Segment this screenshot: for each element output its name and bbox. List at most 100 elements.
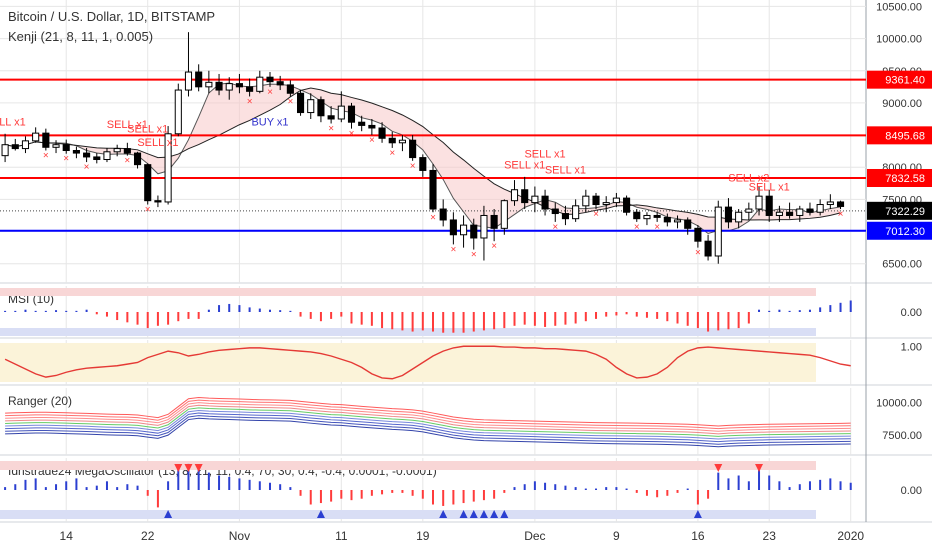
candle-body [52,144,60,148]
y-tick-label: 0.00 [901,307,922,319]
mega-bar [105,481,108,490]
tdi-panel[interactable]: TDI (13, 21)1.00 [0,341,922,382]
msi-bar [340,312,343,317]
candle-body [612,197,620,204]
msi-bar [299,312,302,317]
msi-bar [146,312,149,329]
sell-marker [755,464,764,472]
mega-bar [584,488,587,490]
msi-bar [717,312,720,331]
mega-bar [136,485,139,490]
msi-bar [228,303,231,312]
x-tick-label: 19 [416,529,430,543]
signal-cross: × [471,250,477,261]
y-tick-label: 10500.00 [876,1,922,13]
y-tick-label: 7500.00 [882,430,922,442]
sell-marker [194,464,203,472]
msi-bar [564,312,567,325]
msi-bar [360,312,363,325]
signal-label: SELL x1 [127,123,168,135]
candle-body [582,195,590,207]
mega-bar [635,490,638,493]
signal-cross: × [247,96,253,107]
candle-body [93,156,101,161]
msi-bar [554,312,557,326]
msi-bar [442,312,445,333]
ranger-line [5,396,851,427]
candle-body [643,214,651,220]
candle-body [592,195,600,206]
ranger-panel[interactable]: Ranger (20) 10000.00 7500.00 [5,394,922,448]
candle-body [551,208,559,215]
candle-body [460,224,468,236]
signal-label: SELL x1 [524,149,565,161]
msi-bar [95,312,98,315]
msi-bar [615,312,618,316]
msi-bar [391,312,394,330]
buy-marker [164,510,173,518]
mega-bar [299,490,302,496]
mega-bar [44,487,47,490]
candle-body [673,219,682,223]
mega-bar [218,475,221,490]
candle-body [724,206,733,223]
signal-cross: × [145,205,151,216]
msi-bar [707,312,710,332]
msi-bar [432,312,434,332]
candle-body [541,195,549,210]
mega-bar [350,490,353,501]
msi-panel[interactable]: MSI (10)0.00 [0,288,922,336]
mega-bar [819,479,822,490]
candle-body [836,201,845,207]
msi-bar [105,312,108,317]
level-price-tag [867,221,932,240]
candle-body [32,132,40,142]
msi-bar [768,310,771,312]
mega-bar [472,490,475,502]
mega-bar [14,484,17,490]
mega-bar [452,490,455,505]
kenji-slow-line [5,87,841,221]
mega-bar [95,485,98,490]
mega-bar [564,485,567,490]
msi-bar [625,312,628,315]
candle-body [521,189,529,204]
msi-bar [177,312,180,322]
msi-bar [727,312,730,330]
megaoscillator-panel[interactable]: Idnstrade24 MegaOscillator (13, 8, 21, 1… [0,461,922,519]
candle-body [490,214,498,229]
x-tick-label: 2020 [837,529,864,543]
msi-bar [156,312,159,326]
candle-body [602,202,610,206]
msi-bar [605,312,608,317]
signal-label: SELL x1 [137,137,178,149]
candle-body [327,115,335,120]
signal-label: SELL x1 [0,116,26,128]
mega-bar [686,488,689,490]
msi-bar [116,312,119,321]
signal-cross: × [267,87,273,98]
candle-body [246,86,254,92]
y-tick-label: 0.00 [901,485,922,497]
level-price-label: 7832.58 [885,173,925,185]
candle-body [144,164,152,202]
candle-body [704,240,712,257]
kenji-cloud [5,82,841,234]
mega-bar [187,463,190,490]
msi-bar [758,309,761,312]
candle-body [378,127,386,139]
price-panel[interactable]: 10500.0010000.009500.009000.008500.00800… [0,1,932,271]
signal-cross: × [654,222,660,233]
candle-body [623,197,631,213]
candle-body [663,216,671,223]
signal-cross: × [430,212,436,223]
signal-cross: × [552,222,558,233]
last-price-label: 7322.29 [885,206,925,218]
msi-bar [819,307,822,312]
mega-bar [707,490,710,499]
candle-body [765,195,773,216]
candle-body [714,206,722,257]
ranger-line [5,417,851,448]
candle-body [694,227,702,242]
